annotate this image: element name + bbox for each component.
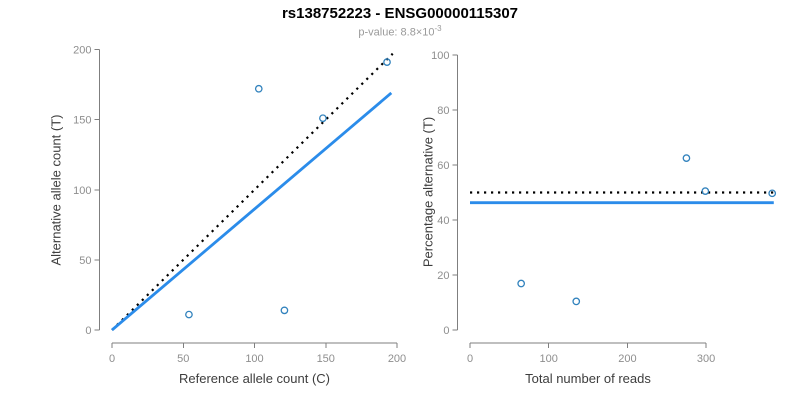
right-y-axis-title: Percentage alternative (T) [420,116,436,268]
fit-line [111,91,393,332]
data-point [185,310,193,319]
y-tick-label: 200 [73,45,91,57]
x-tick-label: 200 [618,353,636,365]
x-tick-label: 200 [388,353,406,365]
y-tick-label: 100 [431,50,449,62]
figure-title: rs138752223 - ENSG00000115307 [281,5,519,22]
data-point [768,189,777,198]
right-x-axis-title: Total number of reads [525,371,651,386]
x-tick-label: 50 [177,353,189,365]
x-tick-label: 0 [109,353,115,365]
x-tick-label: 0 [467,353,473,365]
left-y-axis-title: Alternative allele count (T) [48,114,64,266]
y-tick-label: 100 [73,185,91,197]
data-point [701,187,710,195]
x-tick-label: 300 [697,353,715,365]
x-tick-label: 100 [540,353,558,365]
y-tick-label: 60 [437,160,449,172]
y-tick-label: 0 [443,325,449,337]
x-tick-label: 150 [317,353,335,365]
data-point [383,58,391,66]
y-tick-label: 50 [79,255,91,267]
data-point [254,84,263,93]
p-value-text: p-value: 8.8×10 [358,26,435,39]
percentage-alternative-plot: 0 20 40 60 80 100 0 100 200 300 [431,50,777,365]
data-point [280,306,289,315]
left-x-axis-title: Reference allele count (C) [178,371,331,386]
x-tick-label: 100 [245,353,263,365]
y-tick-label: 150 [73,115,91,127]
p-value-exponent: -3 [434,24,442,33]
y-tick-label: 0 [85,325,91,337]
figure-subtitle: p-value: 8.8×10-3 [0,24,800,39]
data-point [682,154,691,162]
y-tick-label: 80 [437,105,449,117]
y-tick-label: 20 [437,270,449,282]
data-point [319,114,327,123]
data-point [572,297,581,306]
data-point [517,279,526,288]
allele-counts-plot: 0 50 100 150 200 0 50 100 150 200 [73,45,406,366]
y-tick-label: 40 [437,215,449,227]
identity-line [111,52,394,331]
